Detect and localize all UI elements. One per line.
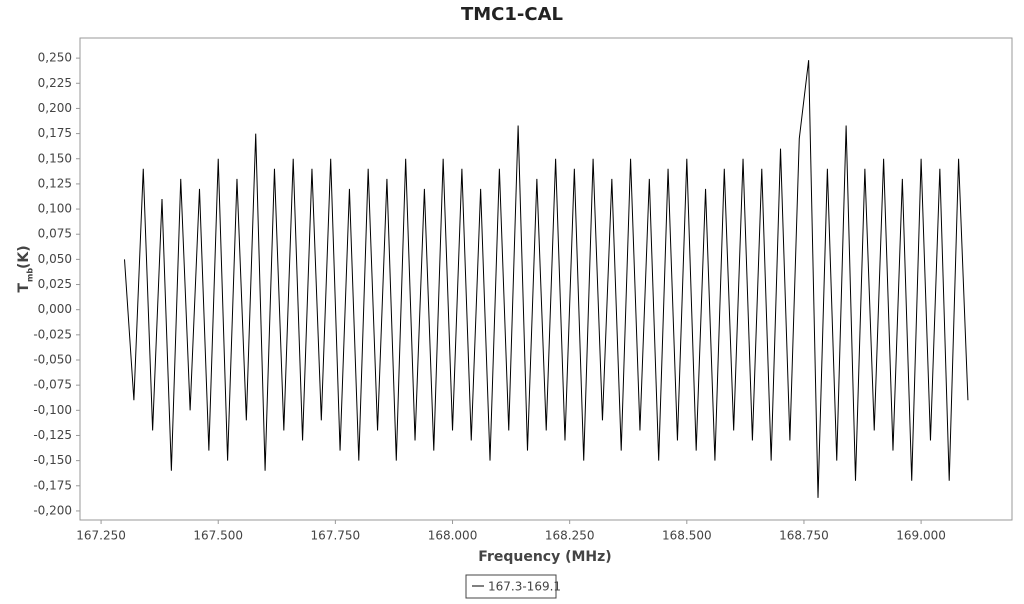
x-tick-label: 169.000 bbox=[896, 529, 946, 543]
y-tick-label: -0,075 bbox=[33, 378, 72, 392]
y-tick-label: -0,200 bbox=[33, 503, 72, 517]
y-tick-label: 0,100 bbox=[38, 202, 72, 216]
y-axis-label: T mb (K) bbox=[16, 245, 35, 292]
x-tick-label: 168.750 bbox=[779, 529, 829, 543]
y-tick-label: 0,200 bbox=[38, 101, 72, 115]
x-tick-label: 168.500 bbox=[662, 529, 712, 543]
x-tick-label: 167.250 bbox=[76, 529, 126, 543]
y-tick-label: -0,125 bbox=[33, 428, 72, 442]
y-tick-label: 0,150 bbox=[38, 151, 72, 165]
y-tick-label: 0,225 bbox=[38, 76, 72, 90]
y-tick-label: 0,175 bbox=[38, 126, 72, 140]
y-label-unit: (K) bbox=[16, 245, 32, 269]
y-tick-label: 0,025 bbox=[38, 277, 72, 291]
legend-label: 167.3-169.1 bbox=[488, 580, 561, 594]
y-tick-label: -0,175 bbox=[33, 478, 72, 492]
x-tick-label: 167.750 bbox=[311, 529, 361, 543]
y-tick-label: 0,250 bbox=[38, 51, 72, 65]
x-axis-label: Frequency (MHz) bbox=[478, 549, 611, 565]
y-tick-label: 0,075 bbox=[38, 227, 72, 241]
y-tick-label: -0,025 bbox=[33, 327, 72, 341]
y-tick-label: -0,150 bbox=[33, 453, 72, 467]
y-tick-label: 0,050 bbox=[38, 252, 72, 266]
plot-frame bbox=[79, 37, 1013, 521]
x-tick-label: 168.000 bbox=[428, 529, 478, 543]
x-tick-label: 168.250 bbox=[545, 529, 595, 543]
y-label-sub: mb bbox=[26, 268, 35, 282]
y-tick-label: -0,050 bbox=[33, 353, 72, 367]
y-tick-label: 0,125 bbox=[38, 176, 72, 190]
legend bbox=[465, 574, 557, 599]
y-tick-label: -0,100 bbox=[33, 403, 72, 417]
x-tick-label: 167.500 bbox=[193, 529, 243, 543]
y-tick-label: 0,000 bbox=[38, 302, 72, 316]
y-label-main: T bbox=[16, 283, 32, 293]
chart-title: TMC1-CAL bbox=[461, 4, 563, 25]
series-line bbox=[124, 60, 969, 498]
